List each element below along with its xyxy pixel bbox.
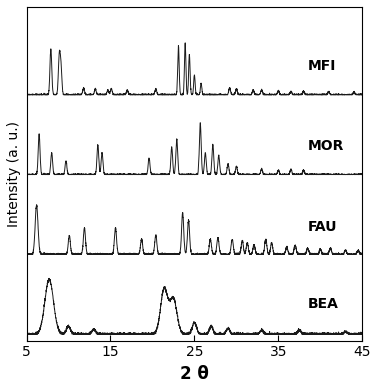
Text: MOR: MOR bbox=[308, 139, 344, 153]
Text: BEA: BEA bbox=[308, 296, 339, 310]
Text: MFI: MFI bbox=[308, 59, 336, 73]
X-axis label: 2 θ: 2 θ bbox=[180, 365, 209, 383]
Y-axis label: Intensity (a. u.): Intensity (a. u.) bbox=[7, 121, 21, 227]
Text: FAU: FAU bbox=[308, 220, 337, 234]
